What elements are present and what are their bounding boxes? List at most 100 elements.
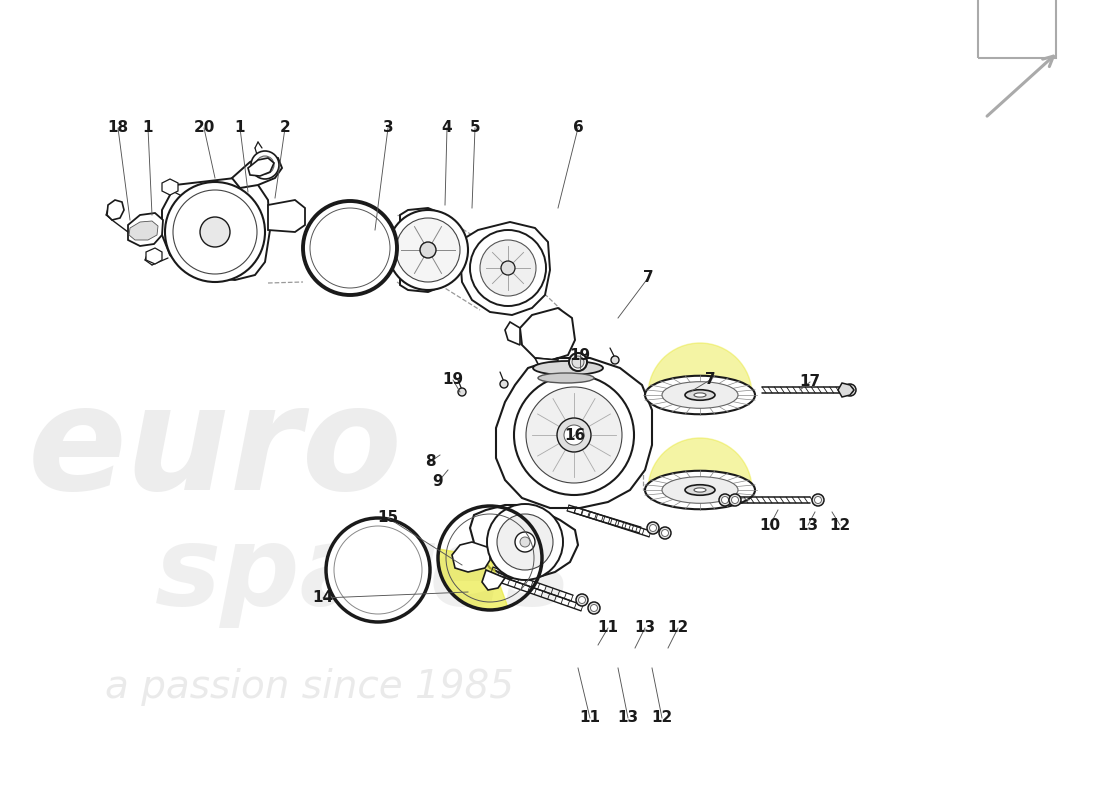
Ellipse shape (694, 393, 706, 397)
Text: 1: 1 (234, 121, 245, 135)
Polygon shape (496, 358, 652, 508)
Text: 13: 13 (798, 518, 818, 533)
Wedge shape (648, 438, 752, 490)
Text: 15: 15 (377, 510, 398, 526)
Circle shape (526, 387, 621, 483)
Text: 18: 18 (108, 121, 129, 135)
Circle shape (520, 537, 530, 547)
Circle shape (729, 494, 741, 506)
Circle shape (388, 210, 467, 290)
Circle shape (591, 605, 597, 611)
Ellipse shape (645, 376, 755, 414)
Circle shape (557, 418, 591, 452)
Polygon shape (232, 155, 282, 188)
Text: euro: euro (28, 379, 403, 520)
Polygon shape (128, 213, 163, 246)
Circle shape (480, 240, 536, 296)
Polygon shape (505, 322, 520, 345)
Circle shape (514, 375, 634, 495)
Circle shape (497, 514, 553, 570)
Text: 16: 16 (564, 427, 585, 442)
Polygon shape (107, 200, 124, 220)
Text: 19: 19 (570, 347, 591, 362)
Circle shape (256, 156, 274, 174)
Text: 12: 12 (668, 621, 689, 635)
Circle shape (564, 425, 584, 445)
Circle shape (576, 594, 588, 606)
Circle shape (580, 366, 588, 374)
Circle shape (812, 494, 824, 506)
Text: 2: 2 (279, 121, 290, 135)
Ellipse shape (685, 485, 715, 495)
Text: 12: 12 (829, 518, 850, 533)
Circle shape (579, 597, 585, 603)
Circle shape (610, 356, 619, 364)
Circle shape (458, 388, 466, 396)
Text: a passion since 1985: a passion since 1985 (104, 668, 514, 706)
Circle shape (572, 356, 584, 368)
Text: 13: 13 (635, 621, 656, 635)
Circle shape (847, 386, 854, 394)
Circle shape (500, 261, 515, 275)
Circle shape (515, 532, 535, 552)
Polygon shape (482, 570, 505, 590)
Circle shape (334, 526, 422, 614)
Circle shape (251, 151, 279, 179)
Ellipse shape (534, 361, 603, 375)
Polygon shape (162, 178, 270, 280)
Bar (978, 0, 1056, 58)
Circle shape (719, 494, 732, 506)
Text: 8: 8 (425, 454, 436, 470)
Polygon shape (838, 383, 854, 397)
Text: 20: 20 (194, 121, 214, 135)
Circle shape (487, 504, 563, 580)
Text: 12: 12 (651, 710, 672, 726)
Polygon shape (535, 358, 558, 372)
Circle shape (661, 530, 669, 537)
Circle shape (588, 602, 600, 614)
Ellipse shape (662, 382, 738, 408)
Wedge shape (438, 549, 508, 610)
Polygon shape (470, 505, 578, 578)
Circle shape (200, 217, 230, 247)
Text: 3: 3 (383, 121, 394, 135)
Polygon shape (268, 200, 305, 232)
Ellipse shape (685, 390, 715, 400)
Polygon shape (129, 221, 158, 240)
Circle shape (649, 525, 657, 531)
Text: 4: 4 (442, 121, 452, 135)
Circle shape (814, 497, 822, 503)
Circle shape (310, 208, 390, 288)
Text: 6: 6 (573, 121, 583, 135)
Text: spares: spares (155, 521, 572, 628)
Circle shape (470, 230, 546, 306)
Text: 11: 11 (580, 710, 601, 726)
Text: 9: 9 (432, 474, 443, 490)
Polygon shape (178, 200, 252, 265)
Circle shape (569, 353, 587, 371)
Circle shape (722, 497, 728, 503)
Circle shape (165, 182, 265, 282)
Text: 11: 11 (597, 621, 618, 635)
Circle shape (500, 380, 508, 388)
Circle shape (420, 242, 436, 258)
Polygon shape (452, 542, 490, 572)
Polygon shape (162, 179, 178, 195)
Text: 17: 17 (800, 374, 821, 390)
Ellipse shape (538, 373, 594, 383)
Circle shape (326, 518, 430, 622)
Polygon shape (460, 222, 550, 315)
Wedge shape (648, 343, 752, 395)
Circle shape (844, 384, 856, 396)
Polygon shape (400, 208, 438, 292)
Circle shape (732, 497, 738, 503)
Circle shape (302, 201, 397, 295)
Text: 1: 1 (143, 121, 153, 135)
Text: 5: 5 (470, 121, 481, 135)
Ellipse shape (694, 488, 706, 492)
Polygon shape (520, 308, 575, 360)
Text: 13: 13 (617, 710, 639, 726)
Circle shape (647, 522, 659, 534)
Circle shape (396, 218, 460, 282)
Text: 7: 7 (705, 373, 715, 387)
